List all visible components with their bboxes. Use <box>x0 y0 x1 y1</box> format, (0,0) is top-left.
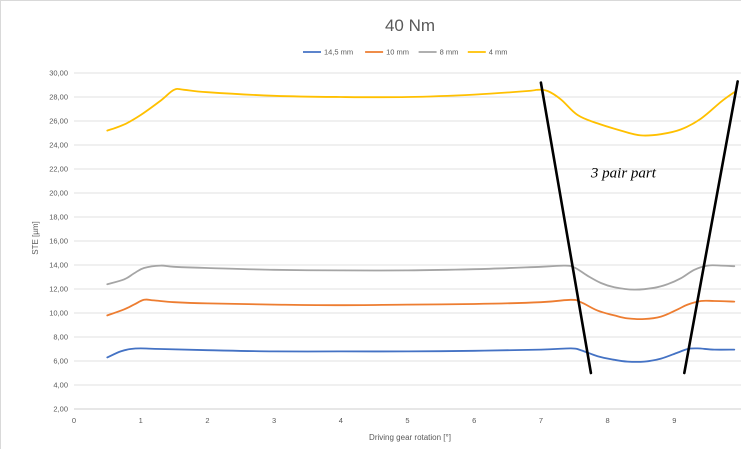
x-tick-label: 0 <box>72 416 76 425</box>
x-tick-label: 7 <box>539 416 543 425</box>
series-line-2 <box>106 298 736 321</box>
y-tick-label: 4,00 <box>53 381 68 390</box>
x-tick-label: 1 <box>139 416 143 425</box>
y-axis-title: STE [µm] <box>31 221 40 255</box>
x-tick-label: 8 <box>606 416 610 425</box>
y-tick-label: 28,00 <box>49 93 68 102</box>
x-tick-label: 3 <box>272 416 276 425</box>
y-tick-label: 12,00 <box>49 285 68 294</box>
y-tick-label: 24,00 <box>49 141 68 150</box>
chart-title: 40 Nm <box>385 16 435 35</box>
annotation-line <box>683 80 739 375</box>
y-tick-label: 20,00 <box>49 189 68 198</box>
y-tick-label: 22,00 <box>49 165 68 174</box>
annotation-text: 3 pair part <box>590 165 657 181</box>
y-tick-label: 2,00 <box>53 405 68 414</box>
series-line-4 <box>106 87 736 137</box>
legend-label: 10 mm <box>386 48 409 57</box>
series-line-3 <box>106 264 736 291</box>
y-tick-label: 14,00 <box>49 261 68 270</box>
legend-label: 8 mm <box>440 48 459 57</box>
x-axis-title: Driving gear rotation [°] <box>369 433 451 442</box>
y-tick-label: 10,00 <box>49 309 68 318</box>
y-tick-label: 8,00 <box>53 333 68 342</box>
series-line-1 <box>106 347 736 363</box>
legend-label: 14,5 mm <box>324 48 353 57</box>
y-tick-label: 6,00 <box>53 357 68 366</box>
y-tick-label: 18,00 <box>49 213 68 222</box>
y-tick-label: 16,00 <box>49 237 68 246</box>
y-tick-label: 26,00 <box>49 117 68 126</box>
legend-label: 4 mm <box>489 48 508 57</box>
y-tick-label: 30,00 <box>49 69 68 78</box>
x-tick-label: 6 <box>472 416 476 425</box>
x-tick-label: 4 <box>339 416 343 425</box>
annotation-line <box>539 81 593 375</box>
x-tick-label: 5 <box>405 416 409 425</box>
x-tick-label: 9 <box>672 416 676 425</box>
x-tick-label: 2 <box>205 416 209 425</box>
